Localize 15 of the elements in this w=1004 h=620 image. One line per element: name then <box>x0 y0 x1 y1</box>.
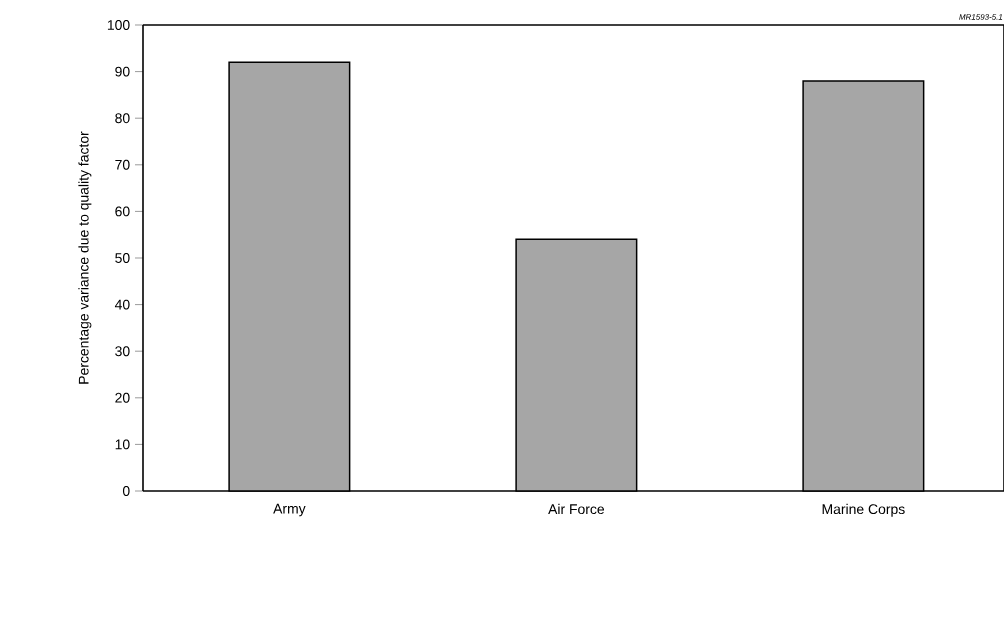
y-tick-label: 10 <box>115 439 130 450</box>
y-axis-title: Percentage variance due to quality factor <box>78 131 92 384</box>
x-tick-label: Army <box>273 503 306 517</box>
y-tick-label: 30 <box>115 346 130 357</box>
y-tick-label: 100 <box>107 20 130 30</box>
y-tick-label: 60 <box>115 206 130 217</box>
y-tick-label: 50 <box>115 253 130 263</box>
y-tick-label: 20 <box>115 392 130 403</box>
y-tick-label: 0 <box>122 486 130 496</box>
y-tick-label: 90 <box>115 66 130 77</box>
y-tick-label: 40 <box>114 299 130 310</box>
y-tick-label: 70 <box>115 159 130 170</box>
y-tick-label: 80 <box>115 113 130 124</box>
x-tick-label: Marine Corps <box>822 503 905 517</box>
x-tick-label: Air Force <box>548 503 605 515</box>
